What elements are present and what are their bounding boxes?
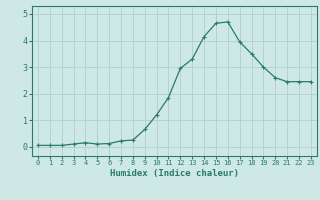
X-axis label: Humidex (Indice chaleur): Humidex (Indice chaleur) [110, 169, 239, 178]
